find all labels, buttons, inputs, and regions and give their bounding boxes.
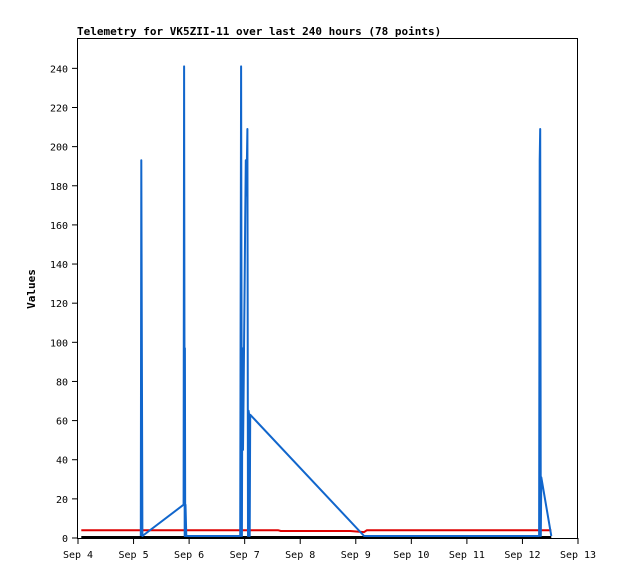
y-axis-label: Values (25, 269, 38, 309)
x-tick-label: Sep 7 (230, 550, 260, 561)
y-tick-label: 20 (56, 495, 68, 506)
plot-frame (77, 38, 578, 539)
y-tick-label: 180 (50, 182, 68, 193)
x-tick-label: Sep 5 (119, 550, 149, 561)
y-tick-label: 160 (50, 221, 68, 232)
y-tick-label: 220 (50, 103, 68, 114)
x-tick-label: Sep 9 (341, 550, 371, 561)
x-tick-label: Sep 11 (449, 550, 485, 561)
x-tick-label: Sep 10 (393, 550, 429, 561)
x-tick-label: Sep 13 (560, 550, 596, 561)
series-line-3 (139, 65, 553, 537)
series-layer (81, 65, 553, 538)
x-tick-label: Sep 4 (63, 550, 93, 561)
y-tick-label: 120 (50, 299, 68, 310)
x-axis-ticks: Sep 4 Sep 5 Sep 6 Sep 7 Sep 8 Sep 9 Sep 10 Sep … (63, 538, 596, 561)
y-tick-label: 60 (56, 417, 68, 428)
y-tick-label: 140 (50, 260, 68, 271)
y-tick-label: 40 (56, 456, 68, 467)
series-line-2 (81, 529, 552, 534)
x-tick-label: Sep 8 (285, 550, 315, 561)
y-tick-label: 100 (50, 338, 68, 349)
y-tick-label: 200 (50, 143, 68, 154)
x-tick-label: Sep 6 (174, 550, 204, 561)
chart-title: Telemetry for VK5ZII-11 over last 240 ho… (77, 25, 441, 38)
x-tick-label: Sep 12 (504, 550, 540, 561)
y-tick-label: 240 (50, 64, 68, 75)
y-axis-ticks: 0 20 40 60 80 100 120 140 160 180 200 220 240 (50, 64, 78, 545)
y-tick-label: 80 (56, 377, 68, 388)
y-tick-label: 0 (62, 534, 68, 545)
